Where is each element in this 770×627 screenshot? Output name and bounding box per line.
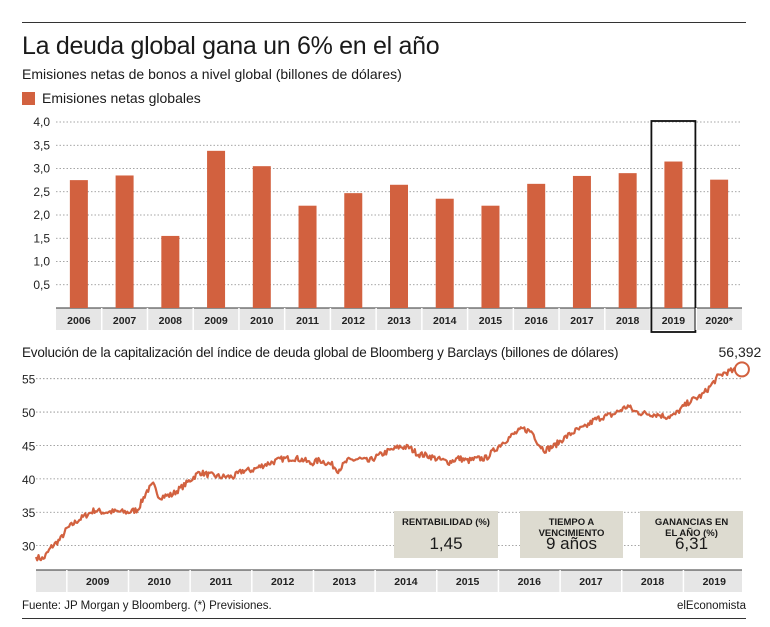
bar <box>115 175 134 308</box>
line-axis-band <box>36 570 742 592</box>
bar <box>344 193 363 308</box>
line-xtick-label: 2009 <box>86 576 110 588</box>
bar <box>527 183 546 308</box>
bar-ytick-label: 3,0 <box>33 162 50 176</box>
stat-value: 9 años <box>545 534 598 553</box>
line-ytick-label: 30 <box>22 540 36 554</box>
bar-xtick-label: 2018 <box>616 315 640 327</box>
line-xtick-label: 2010 <box>148 576 172 588</box>
bar-xtick-label: 2016 <box>525 315 549 327</box>
line-xtick-label: 2014 <box>394 576 418 588</box>
bar <box>161 235 180 308</box>
stat-label: GANANCIAS EN EL AÑO (%) <box>654 517 729 539</box>
line-xtick-label: 2012 <box>271 576 295 588</box>
bar-xtick-label: 2017 <box>570 315 594 327</box>
bar-xtick-label: 2011 <box>296 315 319 327</box>
bar-axis-band <box>56 308 742 330</box>
bar <box>390 184 408 308</box>
stat-value: 1,45 <box>429 534 463 553</box>
page-title: La deuda global gana un 6% en el año <box>22 32 440 60</box>
bar-xtick-label: 2013 <box>387 315 411 327</box>
bar <box>69 180 88 308</box>
line-ytick-label: 55 <box>22 373 36 387</box>
bar <box>298 205 317 308</box>
bar <box>572 175 591 308</box>
last-value-label: 56,392 <box>719 344 762 360</box>
line-xtick-label: 2013 <box>333 576 357 588</box>
bar-xtick-label: 2006 <box>67 315 91 327</box>
top-rule <box>22 22 746 23</box>
bar-ytick-label: 1,0 <box>33 255 50 269</box>
bar <box>207 150 226 308</box>
bar-xtick-label: 2008 <box>159 315 183 327</box>
stat-value: 6,31 <box>674 534 709 553</box>
bar <box>481 205 500 308</box>
bar-xtick-label: 2020* <box>705 315 733 327</box>
bar <box>435 198 454 308</box>
stat-box-ganancias: GANANCIAS EN EL AÑO (%) 6,31 <box>640 511 743 558</box>
bar-ytick-label: 4,0 <box>33 115 50 129</box>
source-note: Fuente: JP Morgan y Bloomberg. (*) Previ… <box>22 600 272 612</box>
bottom-rule <box>22 618 746 619</box>
line-xtick-label: 2011 <box>210 576 233 588</box>
bar <box>618 173 637 308</box>
line-series <box>34 366 740 562</box>
line-ytick-label: 40 <box>22 473 36 487</box>
legend-swatch <box>22 91 35 105</box>
bar-ytick-label: 2,5 <box>33 185 50 199</box>
bar-xtick-label: 2010 <box>250 315 274 327</box>
line-xtick-label: 2015 <box>456 576 480 588</box>
bar-chart-subtitle: Emisiones netas de bonos a nivel global … <box>22 66 402 82</box>
bar-ytick-label: 0,5 <box>33 278 50 292</box>
brand-logo-text: elEconomista <box>676 600 746 612</box>
line-xtick-label: 2016 <box>518 576 542 588</box>
bar-xtick-label: 2007 <box>113 315 137 327</box>
bar <box>710 179 729 308</box>
line-ytick-label: 50 <box>22 406 36 420</box>
line-chart-title: Evolución de la capitalización del índic… <box>22 345 619 360</box>
highlight-box <box>650 120 697 333</box>
line-ytick-label: 45 <box>22 439 36 453</box>
bar-ytick-label: 2,0 <box>33 208 50 222</box>
stat-label: RENTABILIDAD (%) <box>402 517 490 528</box>
bar-ytick-label: 3,5 <box>33 138 50 152</box>
legend-label: Emisiones netas globales <box>42 90 201 106</box>
bar-xtick-label: 2012 <box>342 315 366 327</box>
last-value-marker <box>733 361 750 378</box>
stat-label: TIEMPO A VENCIMIENTO <box>538 517 605 539</box>
bar-xtick-label: 2009 <box>204 315 228 327</box>
stat-box-vencimiento: TIEMPO A VENCIMIENTO 9 años <box>520 511 623 558</box>
bar-xtick-label: 2014 <box>433 315 457 327</box>
bar-chart-legend: Emisiones netas globales <box>22 90 201 106</box>
bar-ytick-label: 1,5 <box>33 231 50 245</box>
stat-box-rentabilidad: RENTABILIDAD (%) 1,45 <box>394 511 498 558</box>
bar-xtick-label: 2019 <box>662 315 686 327</box>
line-xtick-label: 2018 <box>641 576 665 588</box>
bar <box>252 166 271 308</box>
bar-chart: 0,5 1,0 1,5 2,0 2,5 3,0 3,5 4,0 2006 2007 2008 2009… <box>33 115 742 333</box>
bar <box>664 161 683 308</box>
bar-xtick-label: 2015 <box>479 315 503 327</box>
line-xtick-label: 2019 <box>703 576 727 588</box>
line-xtick-label: 2017 <box>579 576 603 588</box>
line-ytick-label: 35 <box>22 506 36 520</box>
